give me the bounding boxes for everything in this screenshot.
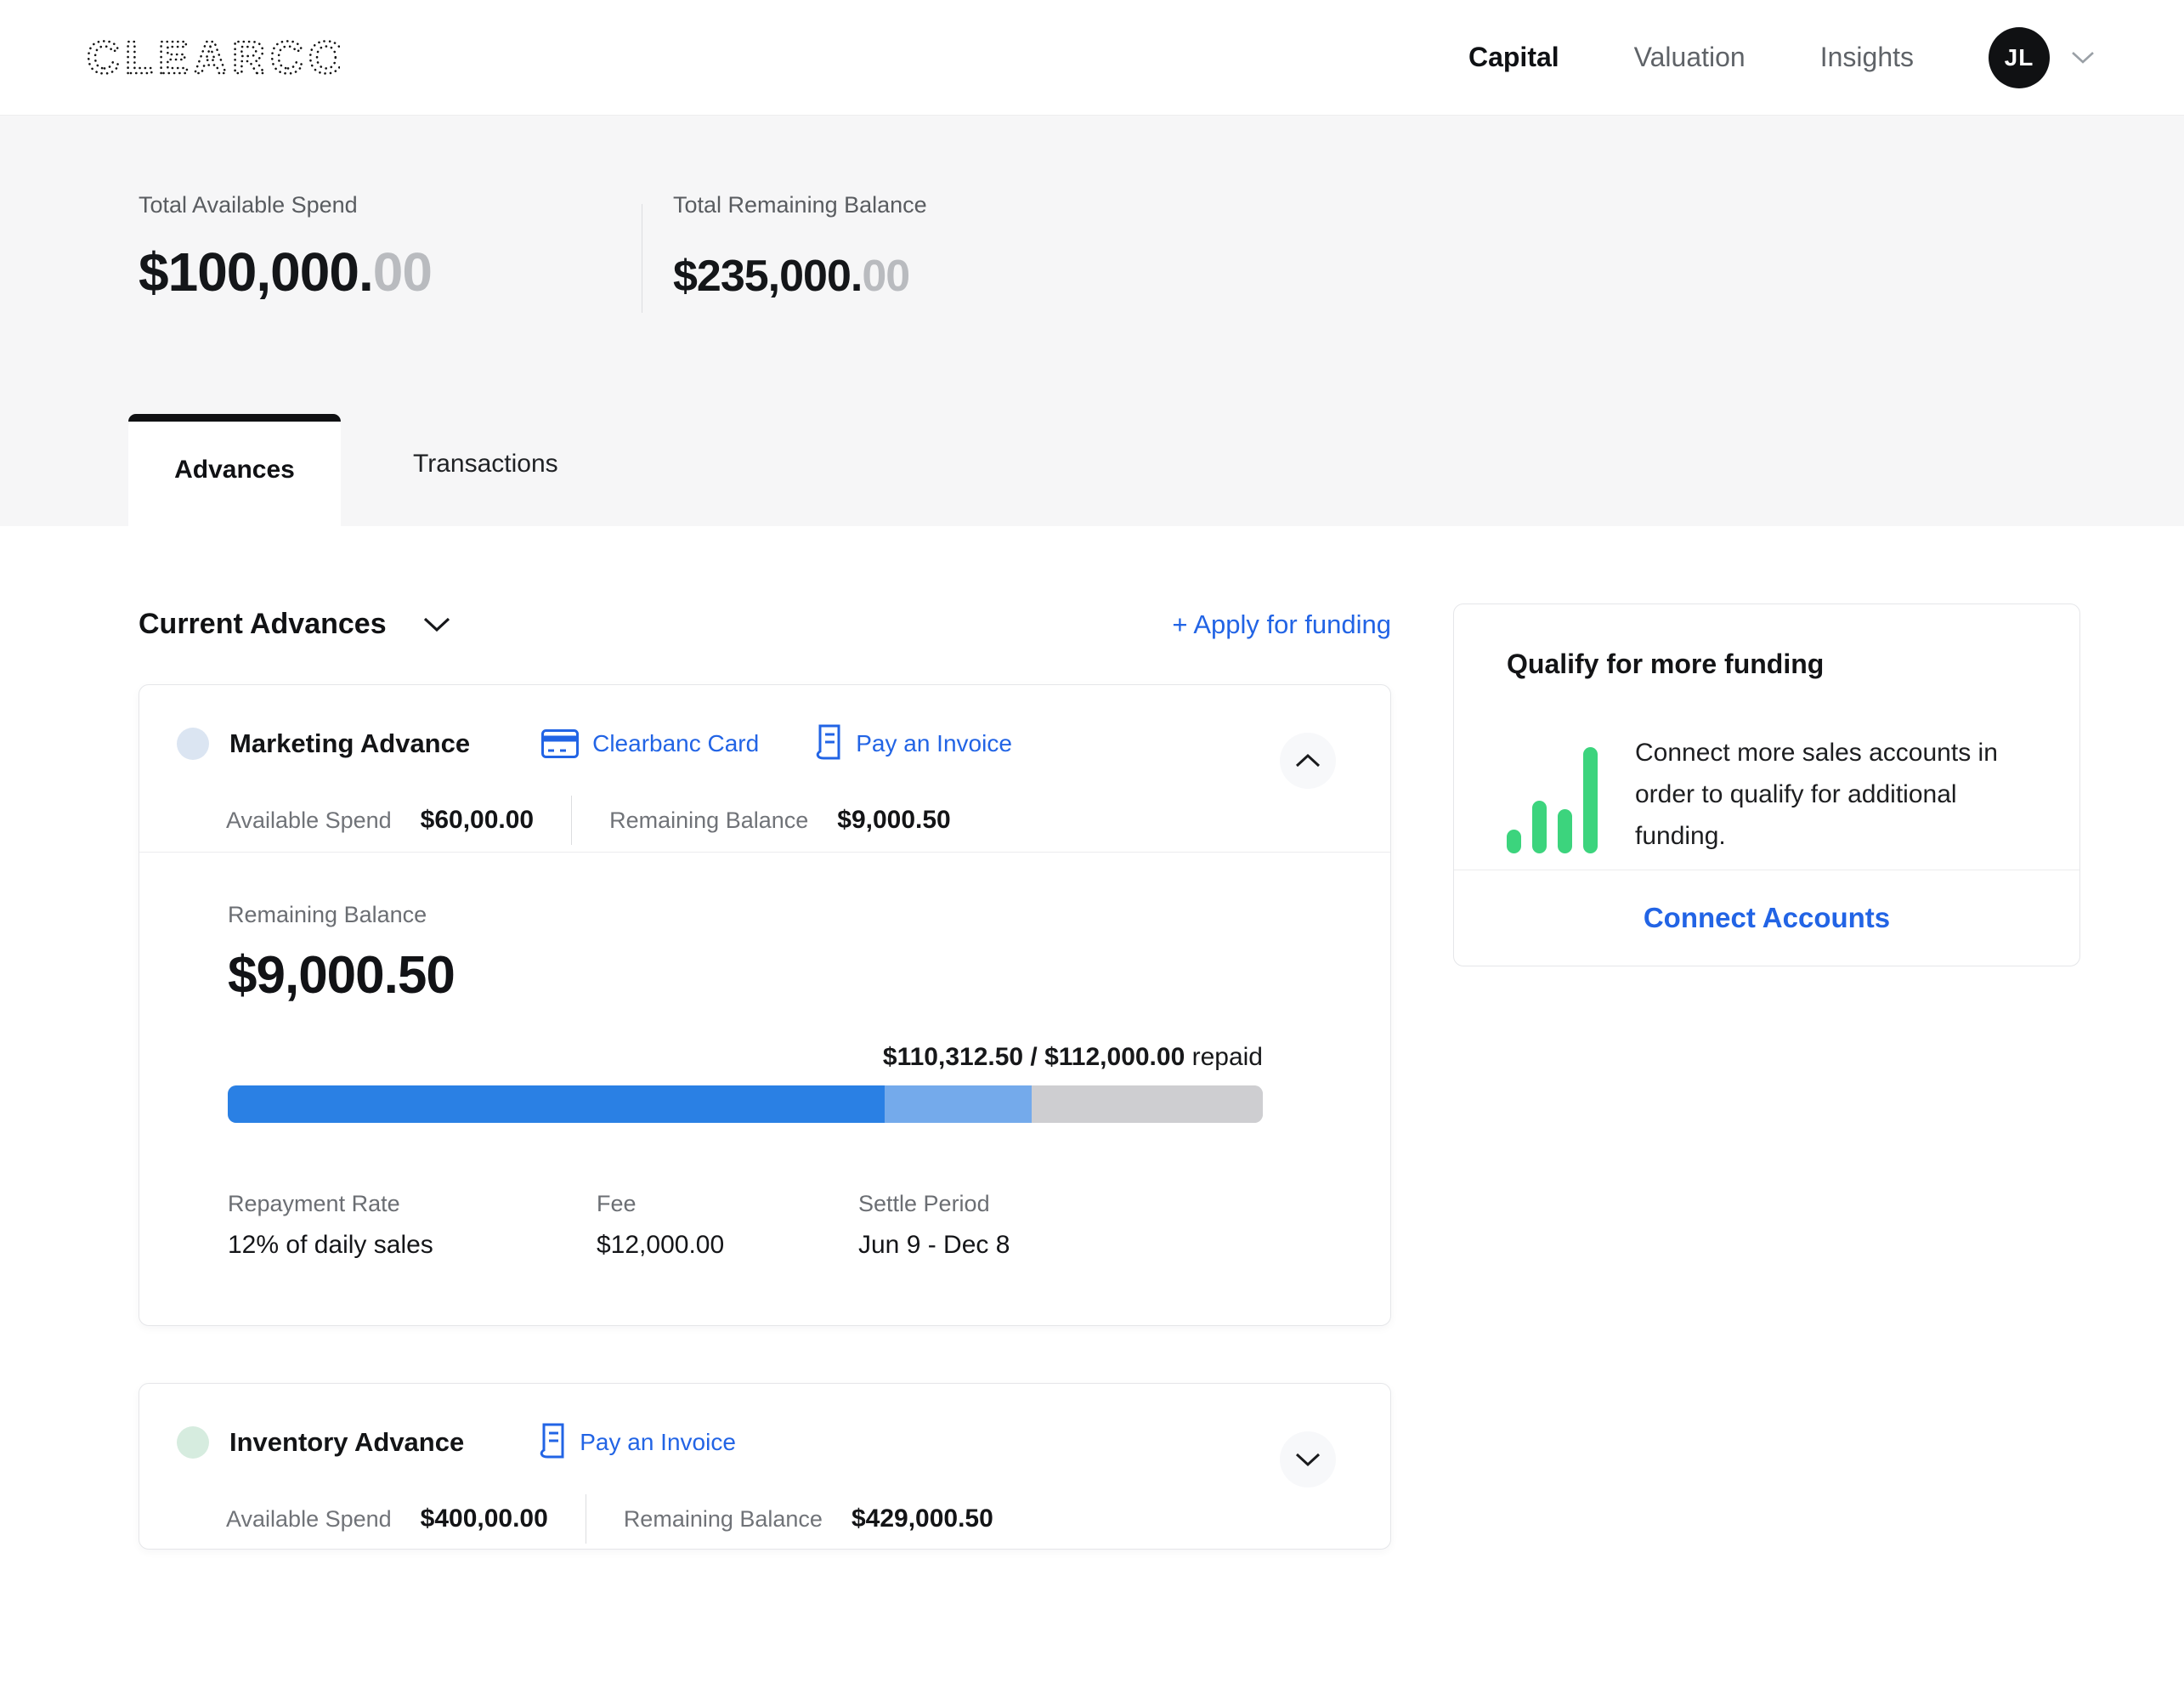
total-remaining-balance-label: Total Remaining Balance [673, 192, 927, 218]
repayment-progress-bar [228, 1085, 1263, 1123]
fee-label: Fee [597, 1191, 637, 1216]
primary-nav: Capital Valuation Insights JL [1394, 26, 2096, 88]
nav-item-valuation[interactable]: Valuation [1633, 42, 1746, 72]
bar-3 [1558, 809, 1572, 853]
chevron-down-icon [1295, 1453, 1321, 1467]
qualify-body: Connect more sales accounts in order to … [1507, 732, 2045, 857]
totals-row: Total Available Spend $100,000.00 Total … [139, 116, 2184, 313]
bar-1 [1507, 830, 1521, 853]
repaid-suffix: repaid [1185, 1043, 1263, 1071]
qualify-title: Qualify for more funding [1507, 649, 1825, 679]
marketing-collapse-button[interactable] [1280, 733, 1336, 789]
available-spend-label: Available Spend [226, 807, 392, 833]
marketing-header-top: Marketing Advance Clearbanc Card [177, 724, 1390, 763]
avatar[interactable]: JL [1989, 26, 2050, 88]
progress-segment-repaid [228, 1085, 885, 1123]
nav-item-insights[interactable]: Insights [1819, 42, 1914, 72]
total-remaining-balance-block: Total Remaining Balance $235,000.00 [673, 192, 927, 313]
progress-segment-pending [885, 1085, 1033, 1123]
inventory-header-stats: Available Spend $400,00.00 Remaining Bal… [226, 1494, 1390, 1544]
clearco-logo: CLEARCO [85, 27, 340, 88]
available-spend-value: $60,00.00 [420, 806, 535, 834]
marketing-expanded-details: Remaining Balance $9,000.50 $110,312.50 … [139, 853, 1390, 1260]
available-spend-label: Available Spend [226, 1505, 392, 1532]
inventory-expand-button[interactable] [1280, 1431, 1336, 1488]
nav-item-capital[interactable]: Capital [1468, 42, 1559, 72]
progress-segment-remaining [1032, 1085, 1263, 1123]
inventory-header-top: Inventory Advance Pay an Invoice [177, 1423, 1390, 1462]
account-menu-chevron-down-icon[interactable] [2070, 50, 2096, 65]
repayment-rate-value: 12% of daily sales [228, 1231, 433, 1259]
remaining-balance-label: Remaining Balance [623, 1505, 823, 1532]
remaining-balance-value: $9,000.50 [837, 806, 951, 834]
current-advances-title: Current Advances [139, 608, 387, 640]
invoice-icon [540, 1423, 564, 1459]
connect-accounts-link[interactable]: Connect Accounts [1643, 902, 1891, 933]
inventory-pay-invoice-link[interactable]: Pay an Invoice [535, 1423, 736, 1462]
inventory-advance-header: Inventory Advance Pay an Invoice Availab… [139, 1384, 1390, 1550]
inventory-advance-title: Inventory Advance [229, 1427, 465, 1457]
inventory-advance-card: Inventory Advance Pay an Invoice Availab… [139, 1383, 1391, 1550]
repaid-summary: $110,312.50 / $112,000.00 repaid [228, 1043, 1263, 1072]
chevron-up-icon [1295, 753, 1321, 768]
qualify-funding-card: Qualify for more funding Connect more sa… [1453, 604, 2080, 966]
remaining-decimals: 00 [862, 252, 910, 301]
main-content: Current Advances + Apply for funding Mar… [0, 526, 2184, 1700]
credit-card-icon [541, 729, 580, 758]
current-advances-chevron-down-icon[interactable] [422, 616, 451, 633]
expanded-remaining-balance-label: Remaining Balance [228, 902, 427, 927]
logo-text: CLEARCO [87, 32, 340, 83]
marketing-advance-title: Marketing Advance [229, 728, 471, 758]
total-available-spend-label: Total Available Spend [139, 192, 358, 218]
repaid-amounts: $110,312.50 / $112,000.00 [882, 1043, 1185, 1071]
top-nav-bar: CLEARCO Capital Valuation Insights JL [0, 0, 2184, 115]
repayment-rate-block: Repayment Rate 12% of daily sales [228, 1191, 597, 1260]
available-decimals: 00 [372, 241, 433, 303]
summary-section: Total Available Spend $100,000.00 Total … [0, 115, 2184, 526]
remaining-balance-label: Remaining Balance [609, 807, 809, 833]
marketing-advance-header: Marketing Advance Clearbanc Card [139, 685, 1390, 852]
clearbanc-card-link[interactable]: Clearbanc Card [541, 729, 759, 758]
total-available-spend-block: Total Available Spend $100,000.00 [139, 192, 642, 313]
tab-transactions[interactable]: Transactions [413, 450, 558, 478]
current-advances-row: Current Advances + Apply for funding [139, 608, 1391, 641]
growth-bar-chart-icon [1507, 747, 1598, 853]
inventory-status-dot [177, 1426, 209, 1459]
settle-period-value: Jun 9 - Dec 8 [858, 1231, 1010, 1259]
fee-value: $12,000.00 [597, 1231, 725, 1259]
advance-terms-row: Repayment Rate 12% of daily sales Fee $1… [228, 1191, 1390, 1260]
settle-period-block: Settle Period Jun 9 - Dec 8 [858, 1191, 1010, 1260]
apply-for-funding-link[interactable]: + Apply for funding [1172, 609, 1391, 639]
tab-advances[interactable]: Advances [128, 414, 341, 526]
repayment-rate-label: Repayment Rate [228, 1191, 400, 1216]
qualify-description: Connect more sales accounts in order to … [1635, 739, 1998, 850]
tab-bar: Advances Transactions [128, 414, 558, 526]
invoice-icon [816, 724, 840, 760]
marketing-header-stats: Available Spend $60,00.00 Remaining Bala… [226, 796, 1390, 845]
bar-4 [1583, 747, 1598, 853]
expanded-remaining-balance-value: $9,000.50 [228, 946, 455, 1005]
fee-block: Fee $12,000.00 [597, 1191, 858, 1260]
settle-period-label: Settle Period [858, 1191, 990, 1216]
qualify-footer: Connect Accounts [1454, 870, 2079, 966]
card-divider [139, 852, 1390, 853]
bar-2 [1532, 801, 1547, 853]
total-remaining-balance-value: $235,000.00 [673, 252, 910, 301]
remaining-balance-value: $429,000.50 [851, 1504, 993, 1533]
total-available-spend-value: $100,000.00 [139, 241, 433, 303]
stats-divider [571, 796, 573, 845]
marketing-advance-card: Marketing Advance Clearbanc Card [139, 684, 1391, 1326]
pay-invoice-link[interactable]: Pay an Invoice [812, 724, 1012, 763]
available-spend-value: $400,00.00 [420, 1504, 548, 1533]
marketing-status-dot [177, 728, 209, 760]
